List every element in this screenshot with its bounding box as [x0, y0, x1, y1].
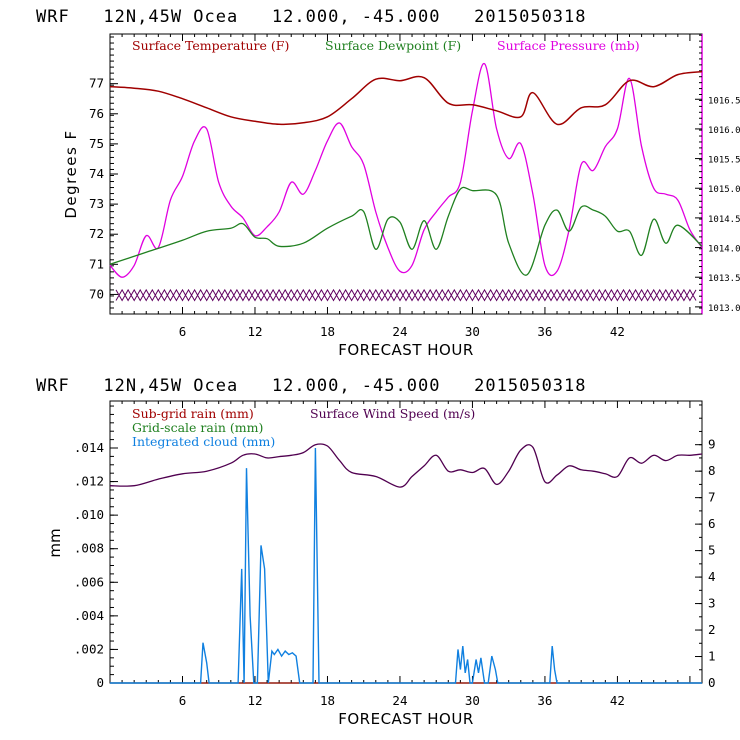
right-tick-label: 8	[708, 463, 716, 478]
right-tick-label: 1	[708, 649, 716, 664]
surface-dewpoint-line	[109, 186, 703, 276]
top-right-ticks: 1013.0 1013.5 1014.0 1014.5 1015.0 1015.5 1016…	[695, 34, 740, 315]
y-tick-label: 0	[96, 675, 104, 690]
x-tick-label: 18	[320, 324, 335, 339]
right-tick-label: 9	[708, 437, 716, 452]
legend-surface-pressure: Surface Pressure (mb)	[497, 38, 640, 53]
x-tick-label: 6	[179, 693, 187, 708]
right-tick-label: 6	[708, 516, 716, 531]
legend-grid-scale-rain: Grid-scale rain (mm)	[132, 420, 263, 435]
y-tick-label: 74	[89, 166, 104, 181]
surface-pressure-line	[109, 63, 703, 278]
right-tick-label: 7	[708, 490, 716, 505]
x-tick-label: 24	[392, 324, 407, 339]
right-tick-label: 1015.5	[708, 156, 740, 166]
top-y-ticks: 70 71 72 73 74 75 76 77	[89, 36, 118, 315]
surface-temperature-line	[109, 70, 703, 126]
right-tick-label: 1014.0	[708, 245, 740, 255]
y-tick-label: .002	[74, 641, 104, 656]
bottom-y-ticks: 0 .002 .004 .006 .008 .010 .012 .014	[74, 405, 118, 690]
legend-sub-grid-rain: Sub-grid rain (mm)	[132, 406, 254, 421]
top-chart-title: WRF 12N,45W Ocea 12.000, -45.000 2015050…	[36, 7, 587, 27]
y-tick-label: 70	[89, 286, 104, 301]
y-tick-label: .006	[74, 574, 104, 589]
x-tick-label: 30	[465, 324, 480, 339]
top-x-ticks: 6 12 18 24 30 36 42	[121, 34, 691, 339]
y-tick-label: 76	[89, 106, 104, 121]
bottom-chart-title: WRF 12N,45W Ocea 12.000, -45.000 2015050…	[36, 376, 587, 396]
bottom-y-axis-label: mm	[46, 528, 64, 557]
x-tick-label: 36	[537, 324, 552, 339]
right-tick-label: 5	[708, 543, 716, 558]
legend-surface-dewpoint: Surface Dewpoint (F)	[325, 38, 461, 53]
y-tick-label: .012	[74, 474, 104, 489]
y-tick-label: 73	[89, 196, 104, 211]
right-tick-label: 1014.5	[708, 215, 740, 225]
right-tick-label: 1013.0	[708, 304, 740, 314]
y-tick-label: .010	[74, 507, 104, 522]
surface-hatch-band	[115, 288, 697, 302]
precip-panel: WRF 12N,45W Ocea 12.000, -45.000 2015050…	[36, 376, 716, 728]
temperature-panel: WRF 12N,45W Ocea 12.000, -45.000 2015050…	[36, 7, 740, 359]
right-tick-label: 2	[708, 622, 716, 637]
x-tick-label: 6	[179, 324, 187, 339]
legend-surface-temperature: Surface Temperature (F)	[132, 38, 289, 53]
top-x-axis-label: FORECAST HOUR	[338, 341, 474, 359]
right-tick-label: 3	[708, 596, 716, 611]
x-tick-label: 18	[320, 693, 335, 708]
y-tick-label: 72	[89, 226, 104, 241]
right-tick-label: 1016.5	[708, 96, 740, 106]
y-tick-label: 75	[89, 136, 104, 151]
y-tick-label: .004	[74, 608, 104, 623]
right-tick-label: 4	[708, 569, 716, 584]
x-tick-label: 12	[247, 324, 262, 339]
surface-wind-speed-line	[109, 443, 703, 488]
x-tick-label: 12	[247, 693, 262, 708]
right-tick-label: 1015.0	[708, 185, 740, 195]
right-tick-label: 0	[708, 675, 716, 690]
x-tick-label: 24	[392, 693, 407, 708]
y-tick-label: .014	[74, 440, 104, 455]
legend-integrated-cloud: Integrated cloud (mm)	[132, 434, 275, 449]
legend-surface-wind-speed: Surface Wind Speed (m/s)	[310, 406, 475, 421]
y-tick-label: .008	[74, 541, 104, 556]
right-tick-label: 1016.0	[708, 126, 740, 136]
bottom-right-ticks: 0 1 2 3 4 5 6 7 8 9	[695, 404, 716, 690]
x-tick-label: 36	[537, 693, 552, 708]
x-tick-label: 30	[465, 693, 480, 708]
right-tick-label: 1013.5	[708, 274, 740, 284]
integrated-cloud-line	[110, 447, 702, 684]
x-tick-label: 42	[610, 693, 625, 708]
top-y-axis-label: Degrees F	[62, 129, 80, 218]
y-tick-label: 71	[89, 256, 104, 271]
bottom-x-axis-label: FORECAST HOUR	[338, 710, 474, 728]
x-tick-label: 42	[610, 324, 625, 339]
y-tick-label: 77	[89, 76, 104, 91]
